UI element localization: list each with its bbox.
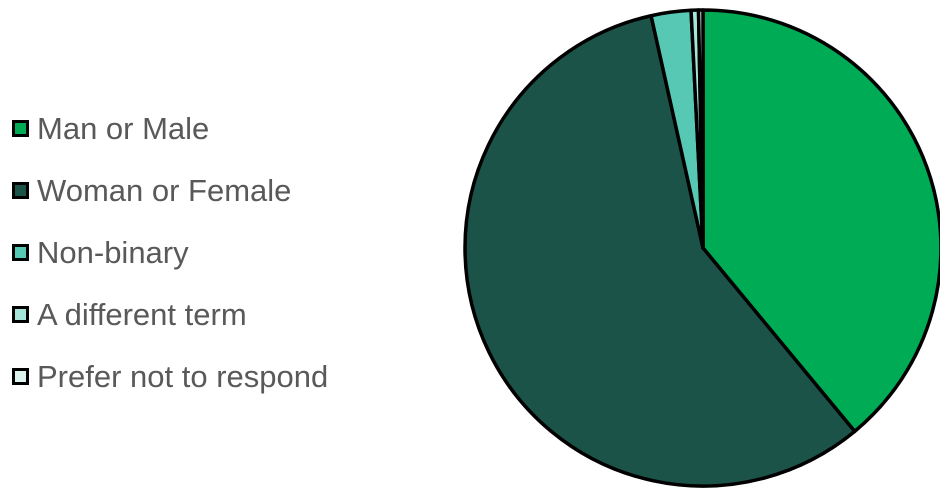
pie-slice-woman-or-female	[463, 13, 857, 488]
legend-label: Non-binary	[37, 234, 189, 270]
chart-legend: Man or Male Woman or Female Non-binary A di…	[12, 97, 328, 407]
legend-item-a-different-term: A different term	[12, 283, 328, 345]
legend-item-prefer-not-to-respond: Prefer not to respond	[12, 345, 328, 407]
pie-slice-man-or-male	[701, 8, 940, 434]
pie-slice-prefer-not-to-respond	[696, 8, 705, 250]
pie-slices	[463, 8, 940, 488]
legend-swatch	[12, 181, 29, 199]
legend-swatch	[12, 243, 29, 261]
legend-label: Prefer not to respond	[37, 358, 329, 394]
legend-label: Man or Male	[37, 110, 210, 146]
legend-item-woman-or-female: Woman or Female	[12, 159, 328, 221]
legend-swatch	[12, 119, 29, 137]
legend-swatch	[12, 305, 29, 323]
legend-item-man-or-male: Man or Male	[12, 97, 328, 159]
legend-swatch	[12, 367, 29, 385]
legend-label: A different term	[37, 296, 247, 332]
legend-label: Woman or Female	[37, 172, 292, 208]
legend-item-non-binary: Non-binary	[12, 221, 328, 283]
